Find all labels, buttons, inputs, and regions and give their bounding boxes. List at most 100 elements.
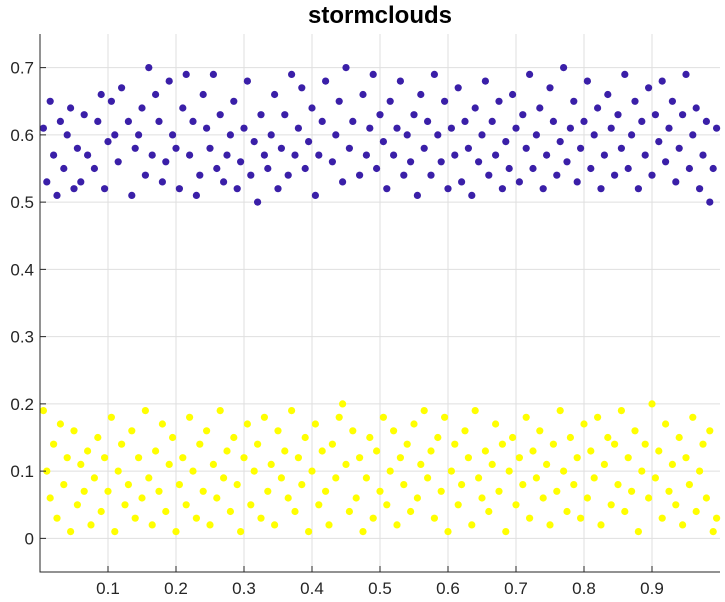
data-point-lower [247,501,255,509]
data-point-upper [706,198,714,206]
data-point-lower [332,474,340,482]
data-point-upper [362,151,370,159]
data-point-lower [546,521,554,529]
data-point-upper [407,158,415,166]
data-point-upper [39,124,48,132]
data-point-lower [352,494,360,502]
data-point-upper [390,151,398,159]
data-point-lower [709,528,717,536]
data-point-upper [696,185,704,193]
data-point-lower [529,447,537,455]
data-point-upper [410,111,418,119]
data-point-lower [478,494,486,502]
data-point-lower [138,494,146,502]
data-point-lower [519,481,527,489]
data-point-upper [264,164,272,173]
data-point-upper [138,104,146,112]
data-point-lower [311,420,319,428]
data-point-lower [162,507,170,516]
data-point-lower [84,447,92,455]
data-point-lower [114,467,122,475]
data-point-upper [512,124,520,132]
y-tick-label: 0.6 [10,126,34,145]
data-point-lower [437,487,445,495]
data-point-lower [264,487,272,495]
data-point-upper [577,144,585,152]
data-point-upper [223,151,231,159]
data-point-lower [158,420,166,428]
data-point-upper [597,185,605,193]
data-point-upper [624,164,632,173]
data-point-lower [539,494,547,502]
data-point-upper [111,131,119,139]
data-point-upper [322,77,330,85]
data-point-upper [427,171,435,179]
data-point-upper [43,178,51,186]
data-point-lower [53,514,61,522]
data-point-upper [131,144,139,152]
data-point-upper [515,178,524,186]
data-point-lower [308,467,316,475]
data-point-lower [536,427,544,435]
data-point-lower [617,407,626,415]
data-point-lower [553,487,561,495]
data-point-upper [583,77,592,85]
data-point-upper [318,117,326,125]
data-point-lower [638,467,646,475]
data-point-lower [386,467,394,475]
data-point-lower [498,440,506,448]
data-point-upper [230,97,238,105]
data-point-lower [186,413,194,421]
data-point-upper [67,104,75,112]
data-point-upper [46,97,54,105]
data-point-upper [420,144,428,152]
data-point-upper [63,131,71,139]
data-point-lower [335,413,343,421]
data-point-upper [294,124,302,132]
data-point-upper [206,144,214,152]
data-point-upper [203,124,211,132]
data-point-upper [485,171,493,179]
data-point-upper [424,117,432,125]
data-point-upper [281,111,289,119]
data-point-lower [607,501,615,509]
data-point-lower [362,474,370,482]
data-point-lower [298,481,306,489]
data-point-upper [308,104,316,112]
data-point-upper [305,138,313,146]
data-point-lower [294,454,302,462]
data-point-upper [70,185,78,193]
data-point-upper [587,164,595,173]
data-point-upper [332,131,340,139]
data-point-lower [169,433,177,442]
data-point-upper [614,111,622,119]
data-point-upper [526,70,534,78]
data-point-upper [182,70,190,78]
data-point-upper [366,124,374,132]
data-point-lower [87,521,95,529]
data-point-upper [454,84,462,92]
data-point-upper [124,117,132,125]
data-point-lower [226,507,234,516]
y-tick-label: 0.4 [10,260,34,279]
data-point-upper [216,111,224,119]
data-point-lower [165,460,173,468]
data-point-upper [50,151,58,159]
data-point-lower [556,407,564,415]
data-point-lower [587,447,595,455]
y-tick-label: 0.5 [10,193,34,212]
data-point-upper [488,117,496,125]
data-point-lower [611,440,619,448]
data-point-upper [458,178,466,186]
data-point-lower [590,474,598,482]
data-point-lower [396,454,404,462]
data-point-lower [209,460,217,468]
data-point-upper [247,171,255,179]
data-point-lower [600,460,609,468]
y-tick-label: 0.7 [10,59,34,78]
data-point-upper [430,70,438,78]
data-point-lower [702,494,711,502]
data-point-upper [573,178,581,186]
data-point-lower [328,440,336,448]
x-tick-label: 0.4 [300,579,324,598]
